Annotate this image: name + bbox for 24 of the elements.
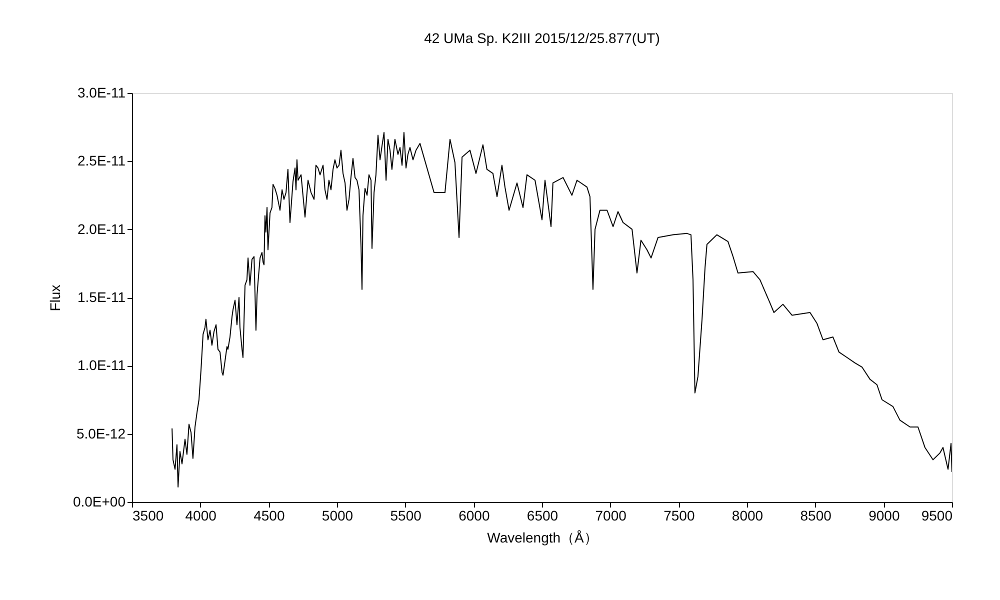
y-axis-title: Flux bbox=[46, 284, 63, 312]
x-tick-label: 4500 bbox=[254, 508, 285, 524]
x-axis-title: Wavelength（Å） bbox=[487, 530, 598, 546]
y-tick-label: 2.0E-11 bbox=[78, 220, 126, 237]
x-tick-label: 3500 bbox=[132, 508, 164, 524]
y-tick-label: 2.5E-11 bbox=[78, 152, 126, 169]
x-tick-label: 6000 bbox=[458, 508, 490, 524]
x-tick-label: 5000 bbox=[322, 508, 354, 524]
x-tick-label: 8000 bbox=[732, 508, 764, 524]
x-tick-label: 5500 bbox=[390, 508, 422, 524]
x-tick-label: 9000 bbox=[868, 508, 900, 524]
y-tick-label: 0.0E+00 bbox=[72, 494, 126, 510]
x-tick-label: 7000 bbox=[595, 508, 627, 524]
y-tick-label: 5.0E-12 bbox=[76, 425, 126, 442]
line-series bbox=[172, 132, 952, 488]
x-tick-label: 8500 bbox=[800, 508, 832, 524]
chart-title: 42 UMa Sp. K2III 2015/12/25.877(UT) bbox=[424, 30, 660, 46]
x-tick-label: 9500 bbox=[921, 508, 953, 524]
x-tick-label: 7500 bbox=[664, 508, 695, 524]
y-tick-label: 1.5E-11 bbox=[78, 289, 126, 305]
x-tick-label: 6500 bbox=[526, 508, 558, 524]
x-tick-label: 4000 bbox=[185, 508, 217, 524]
y-tick-label: 1.0E-11 bbox=[78, 357, 126, 374]
y-tick-label: 3.0E-11 bbox=[78, 84, 126, 100]
